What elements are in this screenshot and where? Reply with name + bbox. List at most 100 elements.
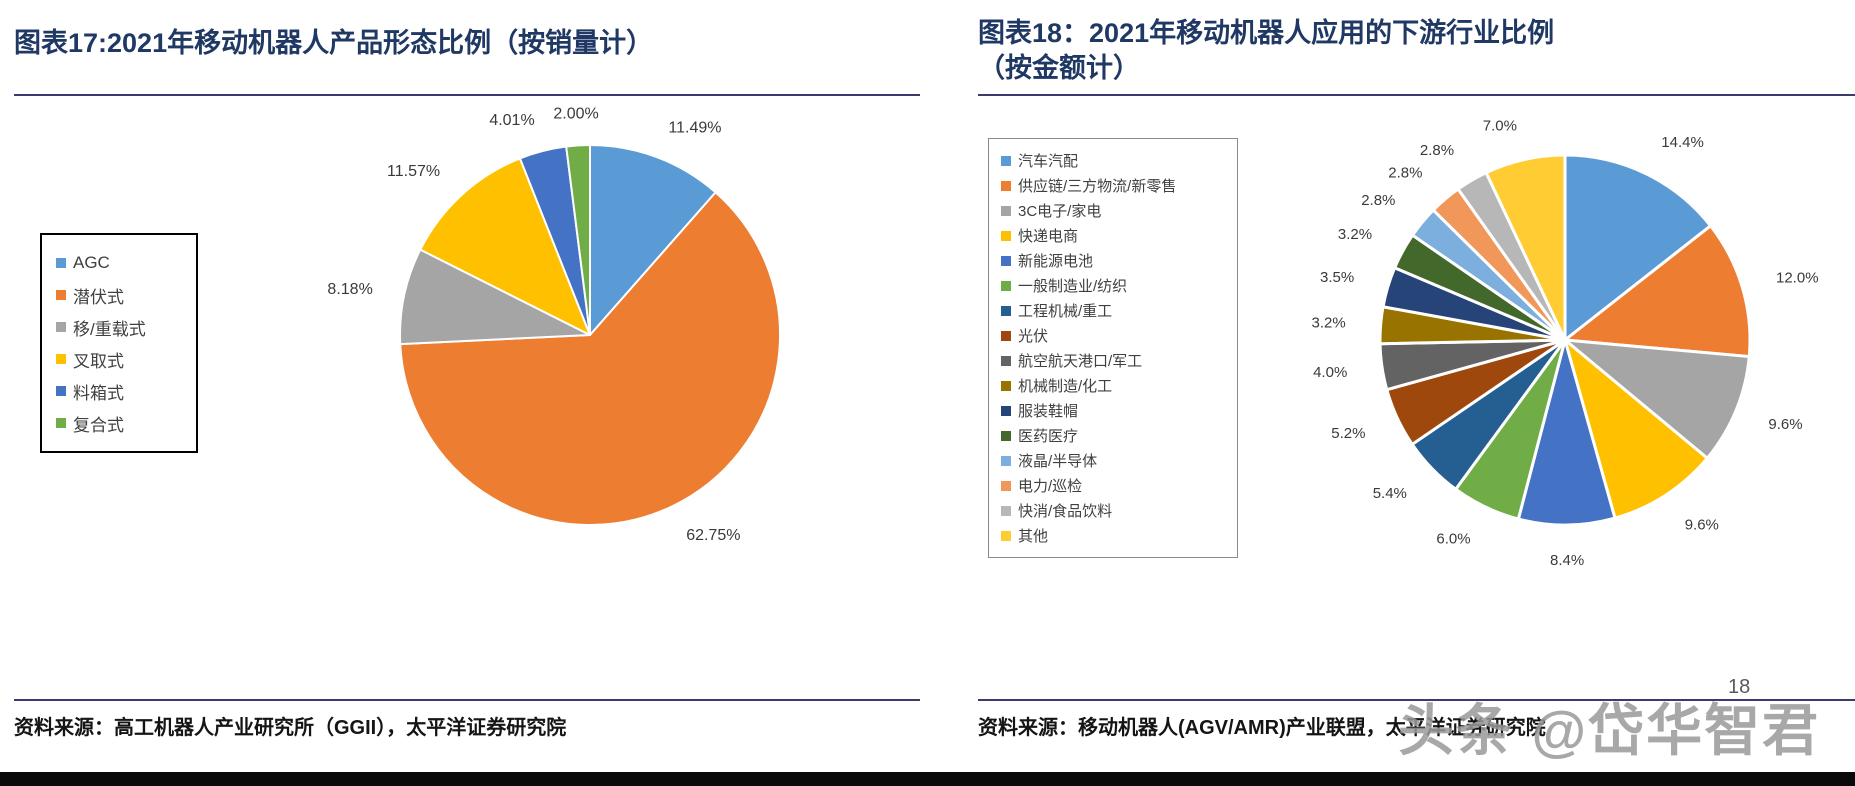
legend-swatch bbox=[56, 258, 66, 268]
legend-item: 潜伏式 bbox=[56, 279, 190, 311]
legend-swatch bbox=[1001, 255, 1011, 266]
legend-label: 料箱式 bbox=[73, 383, 124, 403]
legend-item: 机械制造/化工 bbox=[1001, 373, 1233, 398]
pie-slice-3 bbox=[399, 248, 591, 346]
legend-swatch bbox=[1001, 330, 1011, 341]
pie-slice-3 bbox=[1563, 338, 1751, 460]
pie-value-label: 6.0% bbox=[1436, 531, 1470, 548]
watermark: 头条 @岱华智君 bbox=[1398, 699, 1821, 762]
pie-value-label: 4.0% bbox=[1313, 364, 1347, 381]
pie-value-label: 5.4% bbox=[1373, 485, 1407, 502]
legend-item: 航空航天港口/军工 bbox=[1001, 348, 1233, 373]
legend-label: 新能源电池 bbox=[1018, 253, 1094, 270]
legend-swatch bbox=[1001, 430, 1011, 441]
legend-label: 一般制造业/纺织 bbox=[1018, 278, 1128, 295]
legend-label: 机械制造/化工 bbox=[1018, 378, 1113, 395]
source-note-right: 资料来源：移动机器人(AGV/AMR)产业联盟，太平洋证券研究院 bbox=[978, 717, 1546, 739]
legend-swatch bbox=[56, 418, 66, 428]
pie-value-label: 62.75% bbox=[686, 527, 740, 544]
source-divider-right bbox=[978, 699, 1855, 701]
legend-label: 快递电商 bbox=[1018, 228, 1079, 245]
legend-item: 液晶/半导体 bbox=[1001, 448, 1233, 473]
legend-swatch bbox=[1001, 380, 1011, 391]
figure-title-18: 图表18：2021年移动机器人应用的下游行业比例（按金额计） bbox=[978, 18, 1555, 83]
legend-label: 快消/食品饮料 bbox=[1018, 503, 1113, 520]
pie-slice-16 bbox=[1484, 153, 1567, 342]
pie-slice-5 bbox=[1516, 338, 1617, 527]
figure-title-17: 图表17:2021年移动机器人产品形态比例（按销量计） bbox=[14, 28, 654, 58]
pie-value-label: 9.6% bbox=[1685, 517, 1719, 534]
legend-item: 汽车汽配 bbox=[1001, 148, 1233, 173]
pie-slice-2 bbox=[399, 191, 781, 526]
title-divider-left bbox=[14, 94, 920, 96]
pie-value-label: 8.4% bbox=[1550, 552, 1584, 569]
pie-slice-4 bbox=[419, 157, 591, 336]
legend-swatch bbox=[56, 386, 66, 396]
legend-item: 工程机械/重工 bbox=[1001, 298, 1233, 323]
legend-swatch bbox=[1001, 305, 1011, 316]
legend-label: 液晶/半导体 bbox=[1018, 453, 1098, 470]
pie-value-label: 3.5% bbox=[1320, 269, 1354, 286]
pie-value-label: 5.2% bbox=[1331, 425, 1365, 442]
pie-value-label: 3.2% bbox=[1311, 314, 1345, 331]
legend-label: 潜伏式 bbox=[73, 287, 124, 307]
legend-item: 快消/食品饮料 bbox=[1001, 498, 1233, 523]
legend-item: 复合式 bbox=[56, 407, 190, 439]
pie-value-label: 2.8% bbox=[1388, 164, 1422, 181]
legend-label: 3C电子/家电 bbox=[1018, 203, 1102, 220]
source-divider-left bbox=[14, 699, 920, 701]
legend-swatch bbox=[1001, 505, 1011, 516]
legend-item: 料箱式 bbox=[56, 375, 190, 407]
pie-value-label: 3.2% bbox=[1338, 226, 1372, 243]
legend-item: 其他 bbox=[1001, 523, 1233, 548]
pie-value-label: 4.01% bbox=[489, 112, 534, 129]
legend-label: 工程机械/重工 bbox=[1018, 303, 1113, 320]
pie-value-label: 11.49% bbox=[668, 119, 721, 136]
legend-swatch bbox=[1001, 180, 1011, 191]
legend-label: 服装鞋帽 bbox=[1018, 403, 1079, 420]
pie-value-label: 7.0% bbox=[1483, 117, 1517, 134]
pie-value-label: 14.4% bbox=[1661, 134, 1704, 151]
legend-item: 一般制造业/纺织 bbox=[1001, 273, 1233, 298]
legend-label: 汽车汽配 bbox=[1018, 153, 1079, 170]
pie-slice-1 bbox=[1563, 153, 1713, 342]
legend-item: 叉取式 bbox=[56, 343, 190, 375]
pie-slice-2 bbox=[1563, 224, 1752, 359]
pie-value-label: 2.8% bbox=[1361, 192, 1395, 209]
pie-value-label: 12.0% bbox=[1776, 270, 1819, 287]
pie-value-label: 9.6% bbox=[1768, 416, 1802, 433]
legend-label: 航空航天港口/军工 bbox=[1018, 353, 1143, 370]
pie-value-label: 11.57% bbox=[387, 163, 440, 180]
legend-swatch bbox=[1001, 405, 1011, 416]
legend-swatch bbox=[56, 290, 66, 300]
page-number: 18 bbox=[1728, 676, 1751, 698]
legend-item: 3C电子/家电 bbox=[1001, 198, 1233, 223]
legend-item: AGC bbox=[56, 247, 190, 279]
legend-item: 服装鞋帽 bbox=[1001, 398, 1233, 423]
pie-chart-product-form: 11.49% 62.75% 8.18% 11.57% 4.01% 2.00% bbox=[327, 105, 781, 544]
legend-swatch bbox=[1001, 230, 1011, 241]
legend-chart-17: AGC 潜伏式移/重载式叉取式料箱式复合式 bbox=[40, 233, 198, 453]
legend-item: 电力/巡检 bbox=[1001, 473, 1233, 498]
legend-label: 其他 bbox=[1018, 528, 1049, 545]
legend-label: 叉取式 bbox=[73, 351, 124, 371]
legend-swatch bbox=[1001, 455, 1011, 466]
title-divider-right bbox=[978, 94, 1855, 96]
legend-label: 医药医疗 bbox=[1018, 428, 1079, 445]
pie-slice-6 bbox=[565, 144, 591, 336]
legend-item: 移/重载式 bbox=[56, 311, 190, 343]
legend-label: 光伏 bbox=[1018, 328, 1049, 345]
pie-value-label: 8.18% bbox=[327, 281, 372, 298]
legend-chart-18: 汽车汽配供应链/三方物流/新零售 3C电子/家电 快递电商新能源电池一般制造业/纺织… bbox=[988, 138, 1238, 558]
legend-swatch bbox=[1001, 205, 1011, 216]
legend-label: 电力/巡检 bbox=[1018, 478, 1083, 495]
legend-swatch bbox=[56, 354, 66, 364]
legend-item: 供应链/三方物流/新零售 bbox=[1001, 173, 1233, 198]
pie-chart-downstream-industry: 14.4% 12.0% 9.6% 9.6% 8.4% 6.0% 5.4% 5.2% 4.0% 3.… bbox=[1311, 117, 1819, 569]
pie-slice-4 bbox=[1563, 338, 1709, 520]
legend-item: 光伏 bbox=[1001, 323, 1233, 348]
legend-label: AGC bbox=[73, 253, 110, 272]
pie-slice-1 bbox=[589, 144, 717, 336]
legend-swatch bbox=[1001, 355, 1011, 366]
pie-value-label: 2.8% bbox=[1420, 142, 1454, 159]
